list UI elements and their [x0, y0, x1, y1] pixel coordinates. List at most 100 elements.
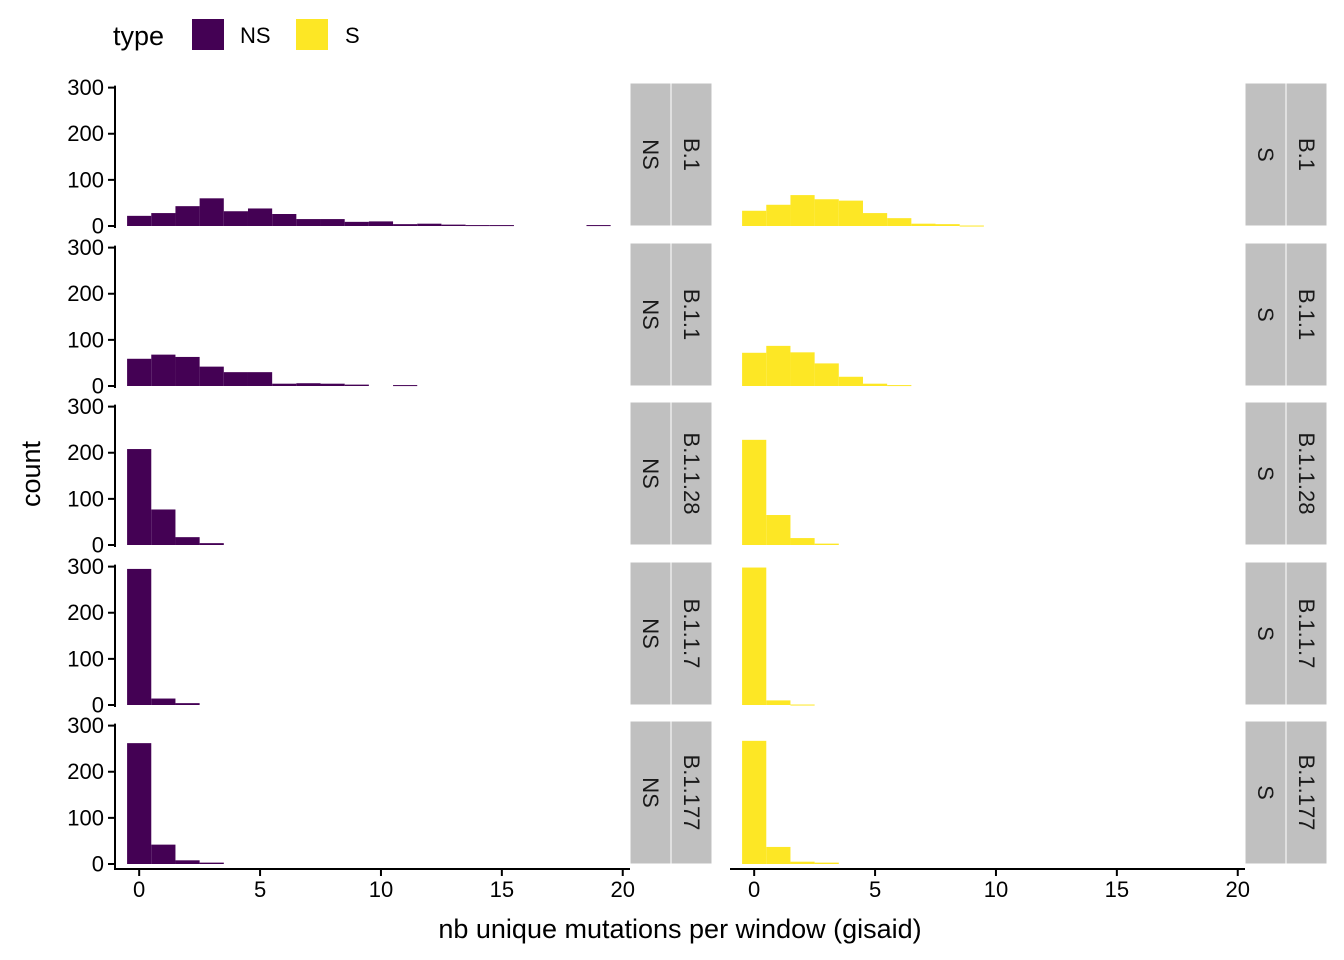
- bar-B.1.1-S-bin-5: [862, 383, 888, 386]
- panel-B.1.1-S: S B.1.1: [742, 242, 1328, 387]
- strip-type-B.1.1-NS: [629, 242, 672, 387]
- bar-B.1.1-NS-bin-7: [296, 383, 321, 386]
- strip-lineage-B.1.1.7-NS: [670, 561, 713, 706]
- strip-label-lineage: B.1.1.7: [1294, 599, 1319, 669]
- y-tick-label: 200: [67, 440, 104, 465]
- legend-label-ns: NS: [240, 23, 271, 48]
- bar-B.1-NS-bin-4: [223, 211, 248, 226]
- bar-B.1-S-bin-4: [838, 200, 863, 226]
- bar-B.1.1.28-NS-bin-1: [151, 509, 176, 545]
- bar-B.1-NS-bin-0: [127, 215, 152, 226]
- bar-B.1-NS-bin-6: [272, 214, 297, 226]
- strip-label-lineage: B.1.1.7: [679, 599, 704, 669]
- bar-B.1.1-NS-bin-9: [344, 384, 369, 386]
- x-tick-label: 10: [369, 877, 393, 902]
- y-tick-label: 300: [67, 394, 104, 419]
- strip-lineage-B.1-NS: [670, 82, 713, 227]
- strip-lineage-B.1.1.28-S: [1285, 401, 1328, 546]
- bar-B.1-S-bin-0: [742, 210, 767, 226]
- strip-lineage-B.1.1-S: [1285, 242, 1328, 387]
- strip-type-B.1.1.28-NS: [629, 401, 672, 546]
- strip-lineage-B.1.177-NS: [670, 720, 713, 865]
- bar-B.1-NS-bin-19: [586, 225, 611, 227]
- strip-label-type: NS: [638, 458, 663, 489]
- panel-B.1.1.28-NS: NS B.1.1.28: [127, 401, 713, 546]
- strip-lineage-B.1.1.7-S: [1285, 561, 1328, 706]
- bar-B.1-NS-bin-10: [368, 221, 394, 226]
- strip-label-lineage: B.1.1: [1294, 289, 1319, 340]
- y-tick-label: 100: [67, 805, 104, 830]
- x-tick-label: 10: [984, 877, 1008, 902]
- strip-label-type: NS: [638, 618, 663, 649]
- strip-lineage-B.1-S: [1285, 82, 1328, 227]
- y-tick-label: 200: [67, 600, 104, 625]
- bar-B.1.177-S-bin-2: [790, 861, 815, 864]
- legend-key-ns: [192, 19, 224, 50]
- bar-B.1.177-S-bin-0: [742, 740, 767, 864]
- y-tick-label: 0: [92, 214, 104, 239]
- strip-lineage-B.1.1.28-NS: [670, 401, 713, 546]
- strip-label-type: NS: [638, 139, 663, 170]
- y-tick-label: 200: [67, 281, 104, 306]
- strip-label-lineage: B.1.1: [679, 289, 704, 340]
- bar-B.1.1.28-NS-bin-3: [199, 543, 224, 545]
- strip-label-lineage: B.1: [679, 138, 704, 171]
- legend: type NS S: [113, 19, 360, 51]
- panel-B.1.1.7-S: S B.1.1.7: [742, 561, 1328, 706]
- bar-B.1.1-NS-bin-2: [175, 356, 200, 386]
- strip-label-type: NS: [638, 299, 663, 330]
- bar-B.1.1.7-S-bin-1: [766, 700, 791, 705]
- x-tick-label: 5: [254, 877, 266, 902]
- y-tick-label: 0: [92, 852, 104, 877]
- x-tick-label: 20: [611, 877, 635, 902]
- x-axis-title: nb unique mutations per window (gisaid): [438, 914, 921, 944]
- bar-B.1-NS-bin-12: [417, 223, 442, 226]
- bar-B.1-NS-bin-13: [441, 224, 466, 226]
- panel-B.1.1-NS: NS B.1.1: [127, 242, 713, 387]
- y-axis-title: count: [16, 440, 46, 507]
- bar-B.1.1.28-S-bin-2: [790, 538, 815, 545]
- bar-B.1.1-S-bin-1: [766, 345, 791, 386]
- bar-B.1-NS-bin-7: [296, 219, 321, 226]
- bar-B.1.1.7-NS-bin-1: [151, 698, 176, 705]
- x-tick-label: 20: [1226, 877, 1250, 902]
- strip-label-lineage: B.1.1.28: [679, 433, 704, 515]
- strip-label-lineage: B.1: [1294, 138, 1319, 171]
- y-tick-label: 200: [67, 121, 104, 146]
- strip-type-B.1-NS: [629, 82, 672, 227]
- bar-B.1-S-bin-5: [862, 213, 888, 226]
- legend-label-s: S: [345, 23, 360, 48]
- y-tick-label: 0: [92, 693, 104, 718]
- strip-type-B.1-S: [1244, 82, 1287, 227]
- bar-B.1-NS-bin-3: [199, 198, 224, 226]
- y-tick-label: 300: [67, 75, 104, 100]
- axes: 0100200300010020030001002003000100200300…: [67, 75, 1250, 902]
- panel-B.1.177-S: S B.1.177: [742, 720, 1328, 865]
- bar-B.1.1-NS-bin-6: [272, 383, 297, 386]
- x-tick-label: 15: [1105, 877, 1129, 902]
- panel-B.1-S: S B.1: [742, 82, 1328, 227]
- y-tick-label: 100: [67, 486, 104, 511]
- bar-B.1.1.7-NS-bin-0: [127, 568, 152, 705]
- bar-B.1.1-S-bin-6: [887, 385, 912, 387]
- bar-B.1.1.28-S-bin-0: [742, 439, 767, 545]
- strip-lineage-B.1.1-NS: [670, 242, 713, 387]
- strip-label-type: S: [1253, 466, 1278, 481]
- bar-B.1.1-NS-bin-1: [151, 354, 176, 386]
- legend-key-s: [296, 19, 328, 50]
- x-tick-label: 5: [869, 877, 881, 902]
- y-tick-label: 300: [67, 235, 104, 260]
- bar-B.1.1.7-S-bin-0: [742, 567, 767, 705]
- bar-B.1.1-NS-bin-0: [127, 358, 152, 386]
- x-tick-label: 0: [133, 877, 145, 902]
- strip-type-B.1.1.7-NS: [629, 561, 672, 706]
- y-tick-label: 300: [67, 713, 104, 738]
- bar-B.1.177-NS-bin-3: [199, 862, 224, 864]
- bar-B.1-S-bin-6: [887, 218, 912, 226]
- bar-B.1-NS-bin-11: [393, 224, 418, 226]
- bar-B.1.1-NS-bin-3: [199, 366, 224, 386]
- panel-B.1.1.7-NS: NS B.1.1.7: [127, 561, 713, 706]
- bar-B.1-NS-bin-8: [320, 219, 345, 226]
- bar-B.1-NS-bin-2: [175, 206, 200, 226]
